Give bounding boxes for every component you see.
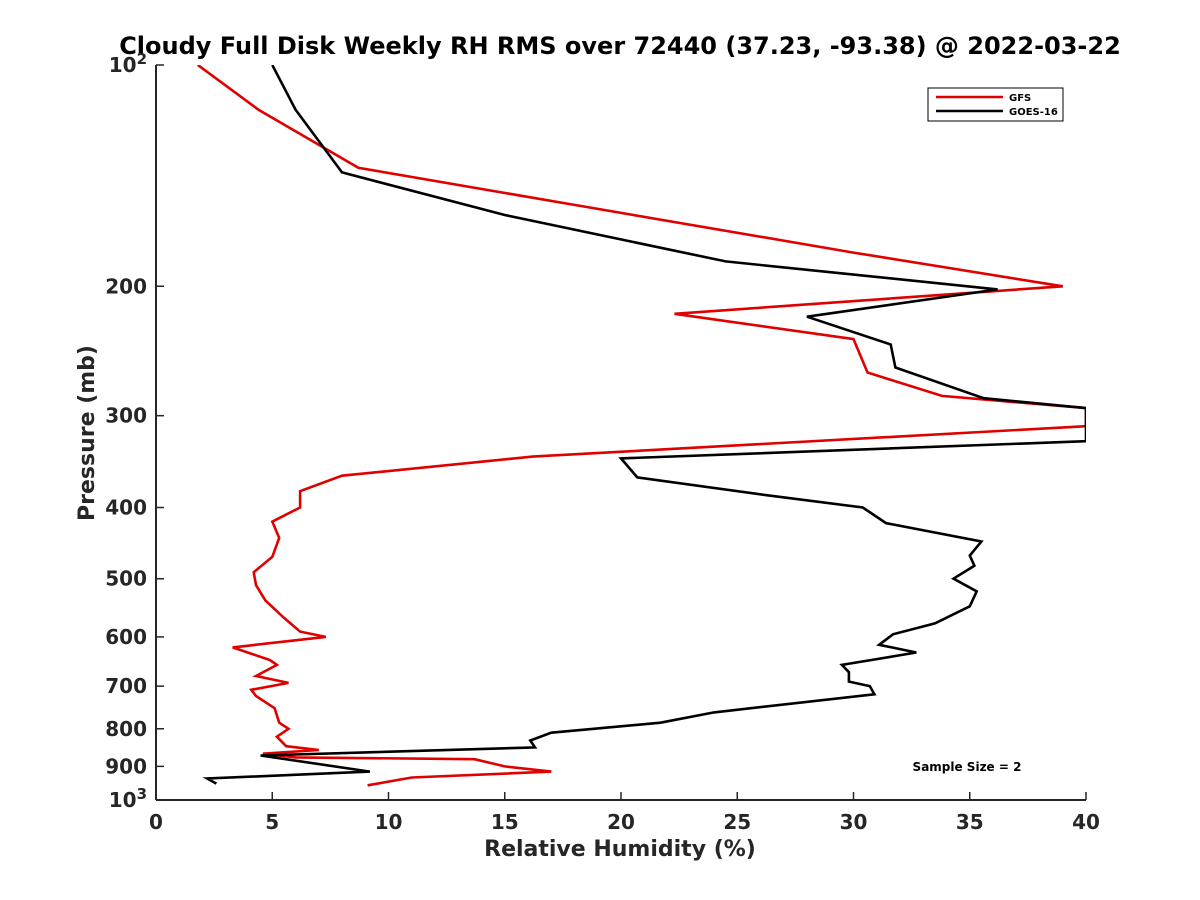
y-tick-label: 800 <box>105 717 147 741</box>
x-tick-label: 35 <box>956 810 984 834</box>
y-tick-label: 103 <box>109 785 147 812</box>
y-tick-label: 102 <box>109 50 147 77</box>
y-tick-label: 200 <box>105 274 147 298</box>
axes-layer: 0 5 10 15 20 25 30 35 40 102 200 300 400 500 600 700 800… <box>105 50 1100 834</box>
legend-label-gfs: GFS <box>1009 93 1031 104</box>
legend-box <box>927 87 1064 122</box>
x-tick-label: 30 <box>840 810 868 834</box>
chart-title: Cloudy Full Disk Weekly RH RMS over 7244… <box>119 32 1121 60</box>
series-layer <box>197 65 1086 787</box>
legend: GFS GOES-16 <box>927 87 1064 122</box>
y-tick-label: 400 <box>105 496 147 520</box>
plot-area: 0 5 10 15 20 25 30 35 40 102 200 300 400 500 600 700 800… <box>105 50 1100 834</box>
y-tick-label: 300 <box>105 404 147 428</box>
x-tick-label: 40 <box>1072 810 1100 834</box>
legend-label-goes-16: GOES-16 <box>1009 107 1058 118</box>
x-tick-label: 15 <box>491 810 519 834</box>
series-line-gfs <box>197 65 1086 787</box>
y-tick-label: 700 <box>105 674 147 698</box>
y-tick-label: 600 <box>105 625 147 649</box>
series-line-goes-16 <box>202 65 1086 785</box>
y-tick-label: 900 <box>105 754 147 778</box>
x-tick-label: 0 <box>149 810 163 834</box>
x-tick-label: 25 <box>723 810 751 834</box>
x-tick-label: 5 <box>265 810 279 834</box>
y-axis-label: Pressure (mb) <box>75 345 100 521</box>
x-tick-label: 20 <box>607 810 635 834</box>
sample-size-annotation: Sample Size = 2 <box>913 760 1022 774</box>
y-tick-label: 500 <box>105 567 147 591</box>
x-axis-label: Relative Humidity (%) <box>484 837 756 862</box>
x-tick-label: 10 <box>375 810 403 834</box>
